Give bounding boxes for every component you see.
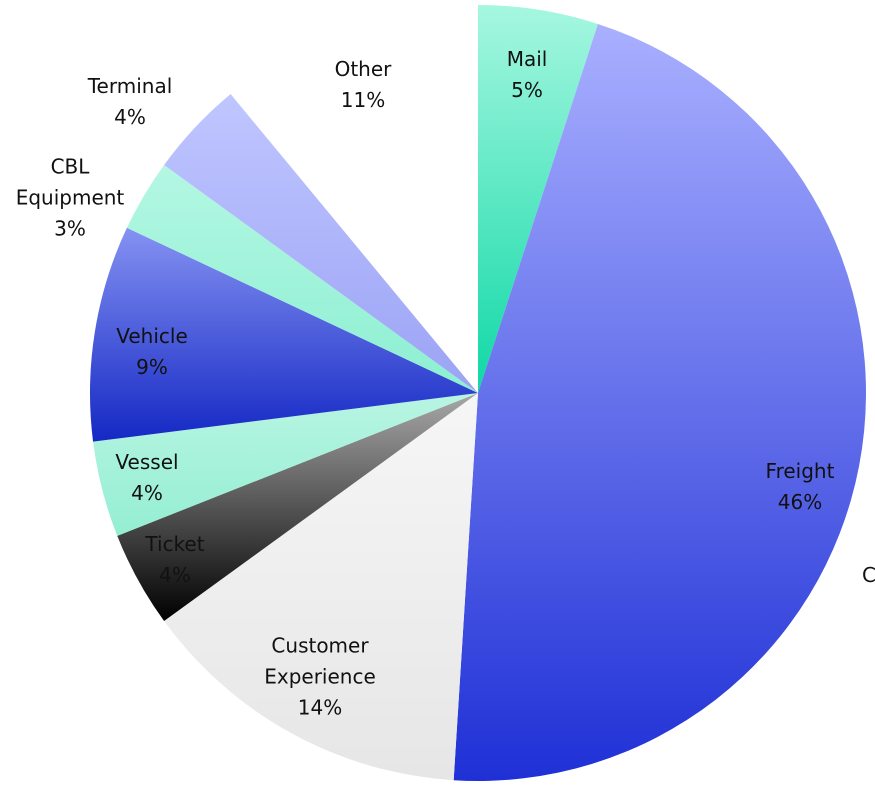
pie-slice — [89, 227, 478, 442]
pie-slice — [230, 5, 478, 393]
value-label: 4% — [114, 105, 146, 129]
slice-label: Vehicle 9% — [87, 321, 217, 383]
pie-slice — [93, 393, 478, 536]
pie-slice — [164, 393, 478, 781]
category-label: CBL Equipment — [15, 154, 125, 210]
slice-label: Mail 5% — [462, 44, 592, 106]
value-label: 4% — [159, 563, 191, 587]
pie-slice — [164, 94, 478, 393]
slice-label: Freight 46% — [735, 456, 865, 518]
slice-label: Vessel 4% — [82, 447, 212, 509]
category-label: Mail — [506, 47, 548, 71]
value-label: 4% — [131, 481, 163, 505]
category-label: Ticket — [145, 532, 205, 556]
pie-slice — [126, 164, 479, 393]
pie-slice — [478, 5, 598, 393]
value-label: 46% — [777, 490, 823, 514]
pie-slice — [117, 393, 478, 622]
value-label: 11% — [340, 88, 386, 112]
slice-label: Terminal 4% — [65, 71, 195, 133]
category-label: Vessel — [115, 450, 179, 474]
value-label: 5% — [511, 78, 543, 102]
slice-label: Other 11% — [298, 54, 428, 116]
category-label: Customer Experience — [264, 633, 376, 689]
annotation: C — [862, 563, 875, 587]
category-label: Terminal — [87, 74, 173, 98]
value-label: 9% — [136, 355, 168, 379]
pie-slice — [453, 23, 867, 781]
category-label: Vehicle — [116, 324, 188, 348]
slice-label: Ticket 4% — [110, 529, 240, 591]
value-label: 14% — [297, 695, 343, 720]
slice-label: Customer Experience 14% — [255, 631, 385, 724]
category-label: Other — [334, 57, 392, 81]
value-label: 3% — [54, 216, 86, 241]
category-label: Freight — [765, 459, 835, 483]
slice-label: CBL Equipment 3% — [5, 152, 135, 245]
